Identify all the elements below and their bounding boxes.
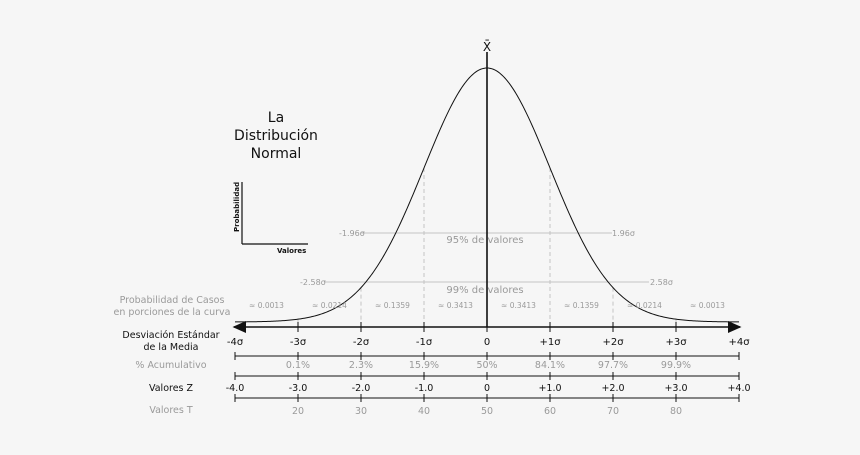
probability-portion-label: ≈ 0.0013 xyxy=(690,301,725,310)
probability-portion-label: ≈ 0.0013 xyxy=(249,301,284,310)
sigma-tick-label: +3σ xyxy=(665,337,687,348)
scale-value: -3.0 xyxy=(289,383,308,394)
sigma-tick-label: 0 xyxy=(484,337,490,348)
std-dev-label-line-2: de la Media xyxy=(144,342,199,353)
scale-value: 60 xyxy=(544,406,556,417)
scale-value: 70 xyxy=(607,406,619,417)
scale-value: 84.1% xyxy=(535,360,565,371)
sigma-tick-label: +4σ xyxy=(728,337,750,348)
scale-value: -2.0 xyxy=(352,383,371,394)
scale-value: 0 xyxy=(484,383,490,394)
legend-y-label: Probabilidad xyxy=(233,182,241,232)
annotation-z258-left: -2.58σ xyxy=(300,278,326,287)
scale-value: -4.0 xyxy=(226,383,245,394)
title-line-1: La xyxy=(268,110,284,126)
legend-axes: Probabilidad Valores xyxy=(233,182,308,255)
scale-value: 20 xyxy=(292,406,304,417)
probability-portion-label: ≈ 0.0214 xyxy=(627,301,662,310)
title-line-2: Distribución xyxy=(234,128,318,144)
legend-x-label: Valores xyxy=(277,247,306,255)
scale-value: -1.0 xyxy=(415,383,434,394)
t-values-label: Valores T xyxy=(149,405,193,416)
probability-portion-label: ≈ 0.3413 xyxy=(438,301,473,310)
scale-value: 97.7% xyxy=(598,360,628,371)
sigma-tick-label: -3σ xyxy=(290,337,307,348)
scale-value: +2.0 xyxy=(601,383,624,394)
annotation-99-percent: 99% de valores xyxy=(446,285,523,296)
sigma-ticks: -4σ -3σ -2σ -1σ 0 +1σ +2σ +3σ +4σ xyxy=(227,322,750,348)
cumulative-label: % Acumulativo xyxy=(135,360,206,371)
annotation-z196-right: 1.96σ xyxy=(612,229,635,238)
scale-value: 2.3% xyxy=(349,360,373,371)
scale-value: +4.0 xyxy=(727,383,750,394)
scale-value: 30 xyxy=(355,406,367,417)
scale-value: 50 xyxy=(481,406,493,417)
probability-label-line-1: Probabilidad de Casos xyxy=(120,295,225,306)
annotation-z258-right: 2.58σ xyxy=(650,278,673,287)
sigma-tick-label: -4σ xyxy=(227,337,244,348)
probability-portion-label: ≈ 0.1359 xyxy=(375,301,410,310)
scale-value: 99.9% xyxy=(661,360,691,371)
scale-value: 40 xyxy=(418,406,430,417)
probability-portion-label: ≈ 0.1359 xyxy=(564,301,599,310)
scale-value: 0.1% xyxy=(286,360,310,371)
z-values-row: -4.0 -3.0 -2.0 -1.0 0 +1.0 +2.0 +3.0 +4.0 xyxy=(226,372,751,394)
title-line-3: Normal xyxy=(251,146,302,162)
probability-portion-label: ≈ 0.3413 xyxy=(501,301,536,310)
scale-value: 80 xyxy=(670,406,682,417)
cumulative-row: 0.1% 2.3% 15.9% 50% 84.1% 97.7% 99.9% xyxy=(234,352,740,371)
mean-symbol: X̄ xyxy=(483,40,491,54)
scale-value: 15.9% xyxy=(409,360,439,371)
scale-value: +1.0 xyxy=(538,383,561,394)
sigma-tick-label: +1σ xyxy=(539,337,561,348)
t-values-row: 20 30 40 50 60 70 80 xyxy=(234,394,740,417)
std-dev-label-line-1: Desviación Estándar xyxy=(122,330,219,341)
scale-value: +3.0 xyxy=(664,383,687,394)
sigma-tick-label: +2σ xyxy=(602,337,624,348)
scale-value: 50% xyxy=(476,360,497,371)
probability-label-line-2: en porciones de la curva xyxy=(114,307,231,318)
sigma-tick-label: -1σ xyxy=(416,337,433,348)
z-values-label: Valores Z xyxy=(149,383,194,394)
sigma-tick-label: -2σ xyxy=(353,337,370,348)
probability-portions: ≈ 0.0013 ≈ 0.0214 ≈ 0.1359 ≈ 0.3413 ≈ 0.3413… xyxy=(249,301,725,310)
annotation-z196-left: -1.96σ xyxy=(339,229,365,238)
probability-portion-label: ≈ 0.0214 xyxy=(312,301,347,310)
annotation-95-percent: 95% de valores xyxy=(446,235,523,246)
